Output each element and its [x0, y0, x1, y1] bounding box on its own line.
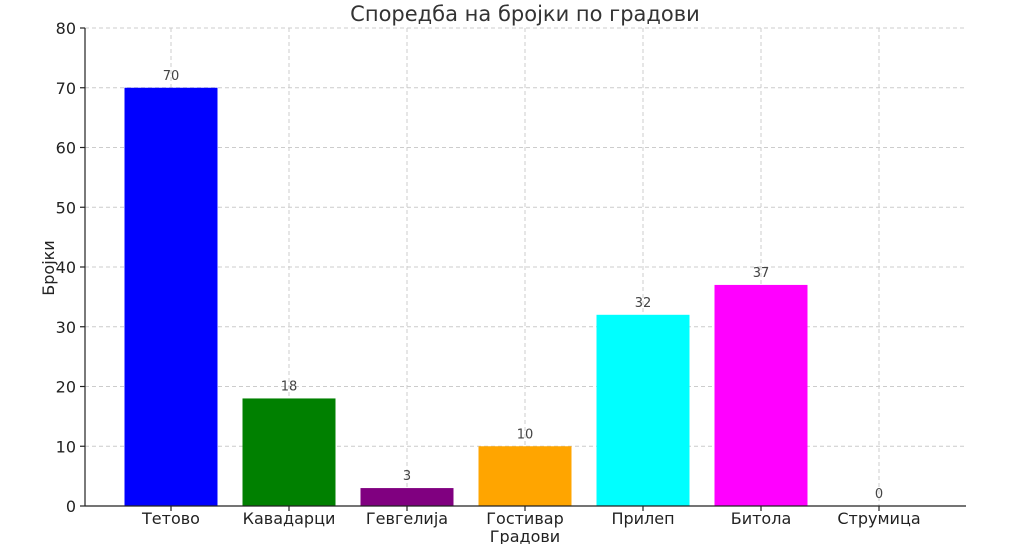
y-tick-label: 40 — [56, 258, 76, 277]
bars — [124, 87, 808, 506]
x-axis-label: Градови — [490, 527, 560, 544]
y-tick-label: 50 — [56, 198, 76, 217]
bar — [124, 87, 218, 506]
data-label: 18 — [281, 379, 298, 394]
y-axis-label: Бројки — [39, 240, 58, 295]
data-label: 37 — [753, 266, 770, 281]
bar — [714, 284, 808, 506]
y-tick-label: 10 — [56, 437, 76, 456]
y-tick-label: 0 — [66, 497, 76, 516]
chart-title: Споредба на бројки по градови — [350, 2, 700, 26]
y-tick-label: 20 — [56, 378, 76, 397]
grid-lines — [85, 27, 966, 506]
x-tick-label: Тетово — [141, 509, 200, 528]
x-tick-label: Битола — [731, 509, 792, 528]
y-tick-label: 30 — [56, 318, 76, 337]
bar — [242, 398, 336, 506]
x-tick-label: Струмица — [837, 509, 920, 528]
data-label: 3 — [403, 469, 411, 484]
data-label: 70 — [163, 69, 180, 84]
y-tick-label: 70 — [56, 79, 76, 98]
y-tick-label: 60 — [56, 139, 76, 158]
data-label: 32 — [635, 296, 652, 311]
axes — [80, 27, 966, 511]
labels: 0 10 20 30 40 50 60 70 80 70 Тетово 18 Кавадарци 3 Гев… — [56, 19, 921, 528]
data-label: 0 — [875, 487, 883, 502]
x-tick-label: Гостивар — [486, 509, 563, 528]
data-label: 10 — [517, 427, 534, 442]
bar — [596, 314, 690, 506]
x-tick-label: Гевгелија — [366, 509, 448, 528]
y-tick-label: 80 — [56, 19, 76, 38]
bar — [360, 488, 454, 506]
x-tick-label: Кавадарци — [243, 509, 336, 528]
x-tick-label: Прилеп — [611, 509, 674, 528]
bar — [478, 446, 572, 506]
